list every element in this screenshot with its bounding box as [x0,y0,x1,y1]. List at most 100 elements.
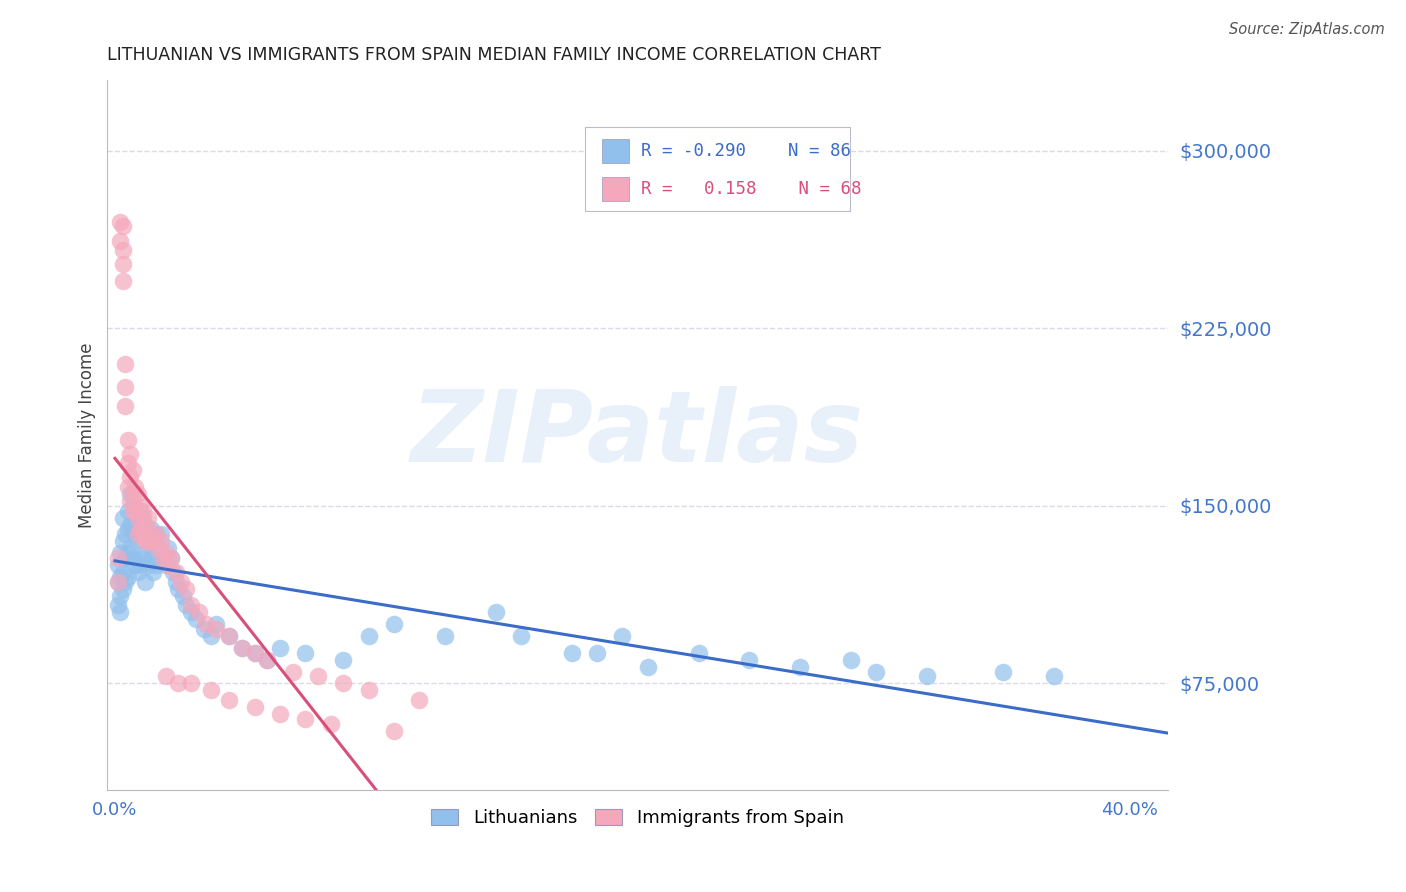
Point [152,550,174,565]
Point [117,456,139,470]
Point [114,527,136,541]
Point [484,605,506,619]
Point [382,723,405,738]
Point [117,523,139,537]
Point [307,669,329,683]
Point [114,357,136,371]
Point [174,582,197,596]
Point [142,565,165,579]
Point [157,558,180,572]
Point [145,558,167,572]
Point [114,400,136,414]
Point [111,534,134,549]
Point [159,550,181,565]
Point [170,574,193,589]
Point [111,257,134,271]
FancyBboxPatch shape [602,138,628,162]
Point [382,617,405,632]
Point [129,558,152,572]
Point [120,487,142,501]
Point [134,574,156,589]
Point [243,646,266,660]
Point [205,622,228,636]
Point [145,527,167,541]
Point [612,629,634,643]
Point [111,582,134,596]
Point [136,510,159,524]
Point [561,646,583,660]
Point [139,527,162,541]
Point [142,534,165,549]
Point [129,503,152,517]
Point [231,640,253,655]
Point [121,550,143,565]
Point [108,546,131,560]
Point [200,629,222,643]
Point [117,570,139,584]
Point [134,517,156,532]
Point [195,617,218,632]
Point [839,653,862,667]
Point [294,646,316,660]
Point [231,640,253,655]
Y-axis label: Median Family Income: Median Family Income [79,342,96,527]
Point [865,665,887,679]
Point [111,565,134,579]
Point [134,546,156,560]
Point [132,510,155,524]
Point [136,558,159,572]
Point [205,617,228,632]
Point [107,574,129,589]
Point [127,510,149,524]
Point [127,534,149,549]
Point [132,550,155,565]
Text: R =   0.158    N = 68: R = 0.158 N = 68 [641,180,862,198]
Point [117,480,139,494]
Point [180,676,202,690]
Point [243,700,266,714]
Point [180,605,202,619]
Point [165,574,187,589]
Point [120,517,142,532]
Point [269,640,291,655]
Point [193,622,215,636]
Point [256,653,278,667]
Point [586,646,609,660]
Point [111,510,134,524]
Point [162,565,184,579]
Point [117,546,139,560]
Point [111,243,134,257]
Point [200,683,222,698]
Point [149,527,172,541]
Point [117,503,139,517]
Point [139,550,162,565]
Text: R = -0.290    N = 86: R = -0.290 N = 86 [641,142,851,160]
Point [738,653,761,667]
Text: Source: ZipAtlas.com: Source: ZipAtlas.com [1229,22,1385,37]
Point [146,541,169,556]
Point [510,629,533,643]
Point [124,503,146,517]
Point [124,558,146,572]
Point [134,534,156,549]
Point [218,629,240,643]
Point [142,534,165,549]
Point [165,565,187,579]
Point [332,676,354,690]
Point [132,503,155,517]
Point [187,605,209,619]
Point [145,527,167,541]
Point [167,582,190,596]
Point [108,215,131,229]
Point [120,447,142,461]
Point [218,629,240,643]
Point [127,487,149,501]
Point [114,550,136,565]
Point [127,510,149,524]
Point [120,470,142,484]
Point [149,534,172,549]
Point [152,550,174,565]
Point [991,665,1014,679]
Point [174,599,197,613]
Point [637,660,659,674]
